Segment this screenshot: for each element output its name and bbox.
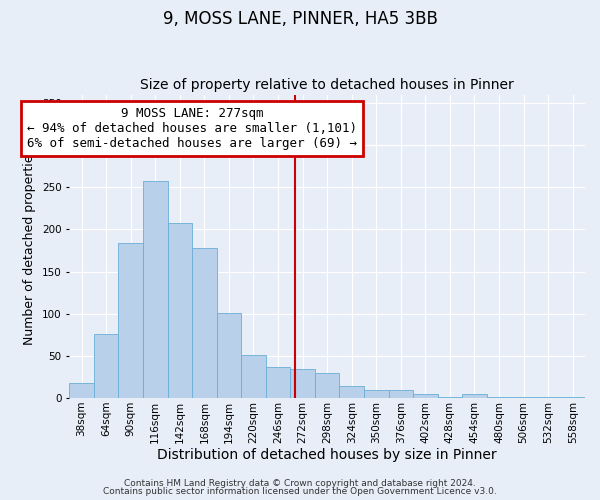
Bar <box>511 397 536 398</box>
Bar <box>266 367 290 398</box>
Bar <box>315 373 340 398</box>
Bar <box>487 397 511 398</box>
Bar <box>340 386 364 398</box>
Text: Contains public sector information licensed under the Open Government Licence v3: Contains public sector information licen… <box>103 487 497 496</box>
Bar <box>69 383 94 398</box>
Bar <box>462 394 487 398</box>
Bar <box>167 222 192 398</box>
X-axis label: Distribution of detached houses by size in Pinner: Distribution of detached houses by size … <box>157 448 497 462</box>
Bar <box>389 390 413 398</box>
Title: Size of property relative to detached houses in Pinner: Size of property relative to detached ho… <box>140 78 514 92</box>
Bar <box>413 394 437 398</box>
Text: Contains HM Land Registry data © Crown copyright and database right 2024.: Contains HM Land Registry data © Crown c… <box>124 478 476 488</box>
Text: 9 MOSS LANE: 277sqm
← 94% of detached houses are smaller (1,101)
6% of semi-deta: 9 MOSS LANE: 277sqm ← 94% of detached ho… <box>27 107 357 150</box>
Bar <box>364 390 389 398</box>
Bar <box>143 180 167 398</box>
Bar <box>118 243 143 398</box>
Text: 9, MOSS LANE, PINNER, HA5 3BB: 9, MOSS LANE, PINNER, HA5 3BB <box>163 10 437 28</box>
Bar <box>536 397 560 398</box>
Bar <box>217 313 241 398</box>
Bar <box>192 248 217 398</box>
Bar <box>241 355 266 398</box>
Bar <box>560 397 585 398</box>
Bar <box>437 397 462 398</box>
Bar <box>290 368 315 398</box>
Y-axis label: Number of detached properties: Number of detached properties <box>23 148 37 345</box>
Bar <box>94 334 118 398</box>
